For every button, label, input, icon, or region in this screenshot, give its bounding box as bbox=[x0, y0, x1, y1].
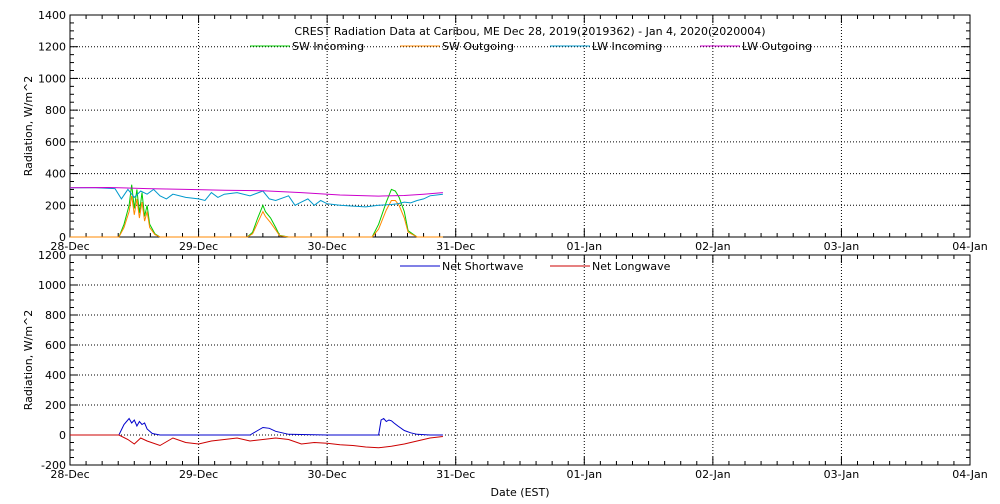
x-tick-label: 28-Dec bbox=[50, 240, 89, 253]
series-line bbox=[70, 434, 443, 449]
x-tick-label: 01-Jan bbox=[567, 468, 603, 481]
y-axis-label: Radiation, W/m^2 bbox=[22, 310, 35, 411]
x-tick-label: 03-Jan bbox=[824, 240, 860, 253]
y-tick-label: 400 bbox=[45, 369, 66, 382]
x-tick-label: 29-Dec bbox=[179, 240, 218, 253]
series-line bbox=[69, 186, 443, 197]
y-tick-label: 600 bbox=[45, 339, 66, 352]
series-line bbox=[70, 187, 443, 208]
legend-label: Net Shortwave bbox=[442, 260, 524, 273]
legend-label: SW Outgoing bbox=[442, 40, 514, 53]
legend-label: LW Incoming bbox=[592, 40, 662, 53]
x-tick-label: 30-Dec bbox=[308, 240, 347, 253]
y-tick-label: 1000 bbox=[38, 279, 66, 292]
y-tick-label: 800 bbox=[45, 104, 66, 117]
legend-label: SW Incoming bbox=[292, 40, 364, 53]
series-line bbox=[70, 417, 443, 436]
legend-label: Net Longwave bbox=[592, 260, 671, 273]
y-tick-label: 200 bbox=[45, 399, 66, 412]
y-tick-label: 1000 bbox=[38, 72, 66, 85]
x-axis-label: Date (EST) bbox=[490, 486, 549, 499]
chart-panel: 28-Dec 29-Dec 30-Dec 31-Dec 01-Jan 02-Jan 03-J… bbox=[22, 9, 988, 253]
x-tick-label: 02-Jan bbox=[695, 240, 731, 253]
plot-frame bbox=[69, 14, 971, 238]
y-tick-label: 400 bbox=[45, 168, 66, 181]
y-tick-label: 0 bbox=[59, 231, 66, 244]
x-tick-label: 02-Jan bbox=[695, 468, 731, 481]
plot-frame bbox=[69, 254, 971, 466]
x-tick-label: 04-Jan bbox=[952, 240, 988, 253]
x-tick-label: 01-Jan bbox=[567, 240, 603, 253]
chart-title: CREST Radiation Data at Caribou, ME Dec … bbox=[294, 25, 765, 38]
y-axis-label: Radiation, W/m^2 bbox=[22, 76, 35, 177]
x-tick-label: 30-Dec bbox=[308, 468, 347, 481]
chart-panel: 28-Dec 29-Dec 30-Dec 31-Dec 01-Jan 02-Jan 03-J… bbox=[22, 249, 988, 481]
y-tick-label: 1400 bbox=[38, 9, 66, 22]
legend-label: LW Outgoing bbox=[742, 40, 812, 53]
y-tick-label: 0 bbox=[59, 429, 66, 442]
y-tick-label: -200 bbox=[41, 459, 66, 472]
x-tick-label: 03-Jan bbox=[824, 468, 860, 481]
x-tick-label: 04-Jan bbox=[952, 468, 988, 481]
y-tick-label: 1200 bbox=[38, 249, 66, 262]
y-tick-label: 200 bbox=[45, 199, 66, 212]
x-tick-label: 28-Dec bbox=[50, 468, 89, 481]
y-tick-label: 1200 bbox=[38, 41, 66, 54]
y-tick-label: 800 bbox=[45, 309, 66, 322]
x-tick-label: 31-Dec bbox=[436, 468, 475, 481]
x-tick-label: 31-Dec bbox=[436, 240, 475, 253]
y-tick-label: 600 bbox=[45, 136, 66, 149]
x-tick-label: 29-Dec bbox=[179, 468, 218, 481]
series-line bbox=[70, 195, 443, 238]
